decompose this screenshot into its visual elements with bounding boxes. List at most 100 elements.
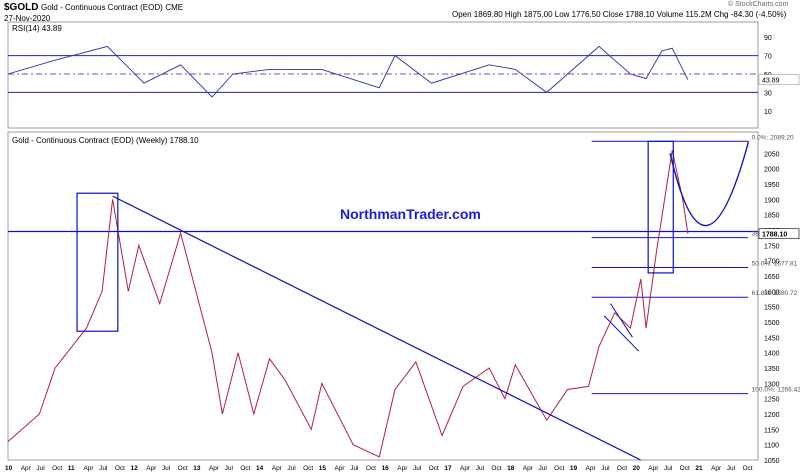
x-axis-label: Jul <box>99 465 108 472</box>
rsi-line <box>7 45 689 98</box>
chart-header: $GOLD Gold - Continuous Contract (EOD) C… <box>4 2 183 13</box>
x-axis-label: Jul <box>601 465 610 472</box>
x-axis-label: Jul <box>664 465 673 472</box>
x-axis-label: Oct <box>115 465 125 472</box>
x-axis-label: 18 <box>507 465 515 472</box>
x-axis-label: Jul <box>727 465 736 472</box>
price-tick-label: 1700 <box>764 259 780 266</box>
x-axis-label: Oct <box>491 465 501 472</box>
x-axis-label: Apr <box>272 465 283 472</box>
x-axis-label: 16 <box>382 465 390 472</box>
x-axis-label: 20 <box>633 465 641 472</box>
price-tick-label: 1600 <box>764 289 780 296</box>
rsi-tick-label: 70 <box>764 54 772 61</box>
box-2011-top <box>76 192 119 332</box>
x-axis-label: Jul <box>413 465 422 472</box>
rsi-label: RSI(14) 43.89 <box>12 24 62 33</box>
x-axis-label: Jul <box>538 465 547 472</box>
x-axis-label: Apr <box>83 465 94 472</box>
price-tick-label: 1300 <box>764 381 780 388</box>
fib-level-label: 0.0%: 2089.20 <box>752 134 794 141</box>
x-axis-label: Jul <box>225 465 234 472</box>
watermark: NorthmanTrader.com <box>340 206 481 222</box>
cup-curve <box>669 141 750 227</box>
x-axis-label: Jul <box>350 465 359 472</box>
chart-date: 27-Nov-2020 <box>4 14 51 23</box>
quote-summary: Open 1869.80 High 1875.00 Low 1776.50 Cl… <box>452 10 787 19</box>
x-axis-label: 19 <box>570 465 578 472</box>
symbol: $GOLD <box>4 2 39 13</box>
x-axis-label: 15 <box>319 465 327 472</box>
price-tick-label: 1950 <box>764 182 780 189</box>
x-axis-label: Oct <box>52 465 62 472</box>
price-tick-label: 1850 <box>764 213 780 220</box>
x-axis-label: 10 <box>5 465 13 472</box>
price-tick-label: 1350 <box>764 366 780 373</box>
x-axis-label: Apr <box>460 465 471 472</box>
last-price-tag: 1788.10 <box>762 232 787 239</box>
x-axis-label: Oct <box>554 465 564 472</box>
price-tick-label: 1250 <box>764 397 780 404</box>
rsi-tick-label: 30 <box>764 90 772 97</box>
rsi-panel-frame <box>7 21 759 129</box>
x-axis-label: Apr <box>146 465 157 472</box>
x-axis-label: Apr <box>711 465 722 472</box>
price-tick-label: 1450 <box>764 335 780 342</box>
price-tick-label: 1500 <box>764 320 780 327</box>
rsi-last-tag: 43.89 <box>762 78 780 85</box>
x-axis-label: Apr <box>334 465 345 472</box>
price-tick-label: 1150 <box>764 427 779 434</box>
x-axis-label: Oct <box>742 465 752 472</box>
x-axis-label: 17 <box>444 465 452 472</box>
price-tick-label: 1100 <box>764 443 779 450</box>
x-axis-label: Oct <box>617 465 627 472</box>
x-axis-label: 12 <box>131 465 139 472</box>
exchange: CME <box>165 3 184 12</box>
fib-level-label: 61.8%: 1580.72 <box>752 290 798 297</box>
price-line <box>7 150 689 458</box>
x-axis-label: Apr <box>586 465 597 472</box>
main-panel-label: Gold - Continuous Contract (EOD) (Weekly… <box>12 136 199 145</box>
price-tick-label: 2000 <box>764 167 780 174</box>
x-axis-label: Oct <box>680 465 690 472</box>
x-axis-label: Oct <box>303 465 313 472</box>
price-tick-label: 1550 <box>764 305 780 312</box>
descending-trendline <box>112 195 641 461</box>
price-tick-label: 1750 <box>764 243 780 250</box>
price-tick-label: 1050 <box>764 458 780 465</box>
x-axis-label: Oct <box>178 465 188 472</box>
price-tick-label: 1400 <box>764 351 780 358</box>
x-axis-label: Oct <box>240 465 250 472</box>
copyright: © StockCharts.com <box>728 1 789 8</box>
x-axis-label: Oct <box>366 465 376 472</box>
x-axis-label: Apr <box>21 465 32 472</box>
fib-level-label: 100.0%: 1266.42 <box>752 387 800 394</box>
last-price-tag-box <box>758 228 800 239</box>
contract-name: Gold - Continuous Contract (EOD) <box>40 3 163 12</box>
x-axis-label: Apr <box>648 465 659 472</box>
x-axis-label: Apr <box>209 465 220 472</box>
x-axis-label: Jul <box>476 465 485 472</box>
price-tick-label: 1650 <box>764 274 780 281</box>
rsi-last-tag-box <box>758 74 800 85</box>
x-axis-label: Apr <box>397 465 408 472</box>
x-axis-label: Jul <box>162 465 171 472</box>
x-axis-label: Apr <box>523 465 534 472</box>
x-axis-label: 13 <box>193 465 201 472</box>
price-tick-label: 2050 <box>764 151 780 158</box>
rsi-tick-label: 90 <box>764 35 772 42</box>
x-axis-label: Jul <box>36 465 45 472</box>
flag-lower <box>603 315 640 352</box>
price-tick-label: 1200 <box>764 412 780 419</box>
x-axis-label: Jul <box>287 465 296 472</box>
box-2020-top <box>647 140 674 274</box>
x-axis-label: 14 <box>256 465 264 472</box>
fib-level-label: 50.0%: 1677.81 <box>752 260 798 267</box>
main-panel-frame <box>7 131 759 461</box>
flag-upper <box>610 303 633 338</box>
x-axis-label: 21 <box>695 465 703 472</box>
x-axis-label: Oct <box>429 465 439 472</box>
price-tick-label: 1900 <box>764 197 780 204</box>
rsi-tick-label: 10 <box>764 109 772 116</box>
